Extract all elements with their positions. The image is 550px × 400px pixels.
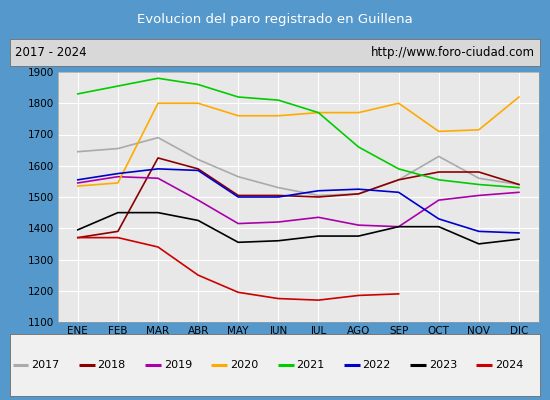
Text: 2017: 2017 — [31, 360, 59, 370]
Text: 2022: 2022 — [362, 360, 391, 370]
Text: 2024: 2024 — [495, 360, 524, 370]
Text: 2018: 2018 — [97, 360, 125, 370]
Text: 2023: 2023 — [429, 360, 457, 370]
Text: 2021: 2021 — [296, 360, 324, 370]
Text: 2017 - 2024: 2017 - 2024 — [15, 46, 87, 59]
Text: 2020: 2020 — [230, 360, 258, 370]
Text: 2019: 2019 — [164, 360, 192, 370]
Text: Evolucion del paro registrado en Guillena: Evolucion del paro registrado en Guillen… — [137, 12, 413, 26]
Text: http://www.foro-ciudad.com: http://www.foro-ciudad.com — [371, 46, 535, 59]
